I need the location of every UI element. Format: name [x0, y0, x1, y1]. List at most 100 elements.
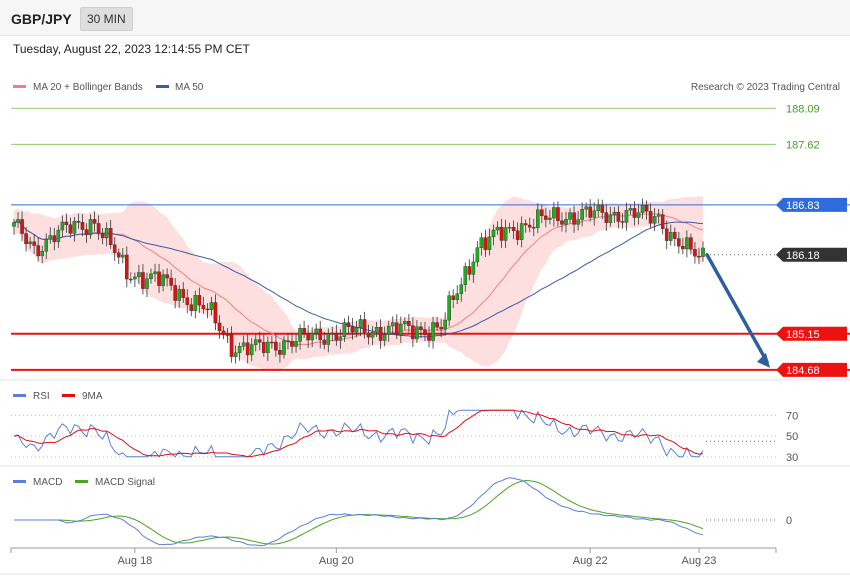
legend-ma50: MA 50 — [175, 82, 204, 93]
candle-body — [439, 327, 443, 330]
candle-body — [125, 254, 129, 280]
candle-body — [40, 251, 45, 257]
candle-body — [310, 333, 314, 341]
candle-body — [205, 308, 210, 311]
candle-body — [511, 227, 516, 232]
candle-body — [145, 278, 149, 289]
ma50-line — [13, 220, 704, 338]
candle-body — [407, 321, 411, 326]
candle-body — [560, 220, 564, 225]
candle-body — [116, 252, 121, 258]
candle-body — [475, 247, 480, 263]
top-bar: GBP/JPY 30 MIN — [0, 0, 850, 36]
candle-body — [173, 285, 177, 301]
candle-body — [556, 207, 560, 221]
candle-body — [616, 211, 621, 222]
candle-body — [133, 276, 137, 280]
candle-body — [689, 237, 693, 250]
candle-body — [44, 239, 49, 252]
candle-body — [80, 222, 85, 230]
candle-body — [249, 344, 254, 356]
candle-body — [153, 271, 157, 275]
candle-body — [334, 332, 339, 341]
candle-body — [382, 334, 387, 341]
timeframe-button[interactable]: 30 MIN — [80, 7, 133, 31]
candle-body — [366, 332, 371, 338]
level-label-5: 184.68 — [786, 365, 820, 377]
legend-swatch-ma50 — [156, 85, 169, 88]
candle-body — [286, 340, 290, 342]
candle-body — [390, 322, 395, 327]
candle-body — [76, 220, 81, 223]
candle-body — [677, 238, 681, 247]
candle-body — [419, 326, 423, 330]
legend-swatch-rsi-ma — [62, 394, 75, 397]
candle-body — [28, 241, 32, 245]
candle-body — [540, 209, 544, 217]
candle-body — [423, 329, 427, 335]
candle-body — [100, 233, 105, 239]
candle-body — [169, 277, 173, 286]
candle-body — [12, 222, 16, 227]
candle-body — [681, 246, 685, 250]
candle-body — [177, 288, 181, 301]
candle-body — [245, 342, 250, 356]
level-tag-3 — [776, 247, 847, 262]
candle-body — [491, 229, 496, 238]
level-tag-2 — [776, 197, 847, 212]
candle-body — [427, 334, 431, 341]
rsi-panel: 70 50 30 — [11, 409, 798, 464]
candle-body — [52, 235, 57, 243]
candle-body — [403, 321, 407, 325]
level-label-4: 185.15 — [786, 329, 820, 341]
rsi-level-label-50: 50 — [786, 431, 798, 443]
level-label-0: 188.09 — [786, 103, 820, 115]
macd-zero-label: 0 — [786, 515, 792, 527]
candle-body — [608, 214, 613, 223]
candle-body — [632, 208, 637, 218]
candle-body — [463, 266, 468, 285]
candle-body — [318, 328, 323, 341]
legend-swatch-macd — [13, 480, 26, 483]
candle-body — [233, 352, 238, 357]
candle-body — [274, 341, 278, 351]
candle-body — [302, 328, 306, 334]
candle-body — [330, 332, 335, 335]
price-panel: 188.09 187.62 186.83 186.18 185.15 184.68 — [11, 103, 850, 377]
candle-body — [656, 214, 661, 217]
level-label-3: 186.18 — [786, 250, 820, 262]
candle-body — [544, 215, 548, 220]
candle-body — [16, 219, 20, 223]
rsi-level-label-30: 30 — [786, 452, 798, 464]
candle-body — [36, 245, 40, 257]
candle-body — [640, 204, 645, 213]
candle-body — [455, 293, 460, 301]
candle-body — [467, 266, 472, 275]
candle-body — [24, 233, 28, 245]
candle-body — [507, 227, 512, 229]
candle-body — [270, 341, 274, 344]
candle-body — [104, 228, 109, 239]
credit-text: Research © 2023 Trading Central — [691, 82, 840, 93]
candle-body — [60, 221, 65, 231]
candle-body — [197, 295, 202, 306]
candle-body — [600, 204, 605, 213]
candle-body — [56, 229, 61, 243]
candle-body — [185, 297, 190, 305]
legend-swatch-macd-signal — [75, 480, 88, 483]
macd-line — [14, 477, 704, 547]
candle-body — [346, 322, 351, 327]
candle-body — [358, 319, 363, 328]
candle-body — [88, 219, 93, 236]
macd-legend: MACD MACD Signal — [13, 477, 155, 488]
candle-body — [564, 219, 568, 225]
candle-body — [693, 249, 697, 257]
legend-rsi: RSI — [33, 391, 50, 402]
candle-body — [471, 261, 476, 275]
candle-body — [685, 237, 689, 250]
candle-body — [253, 339, 258, 345]
candle-body — [399, 323, 403, 335]
candle-body — [636, 212, 641, 218]
candle-body — [241, 342, 246, 347]
